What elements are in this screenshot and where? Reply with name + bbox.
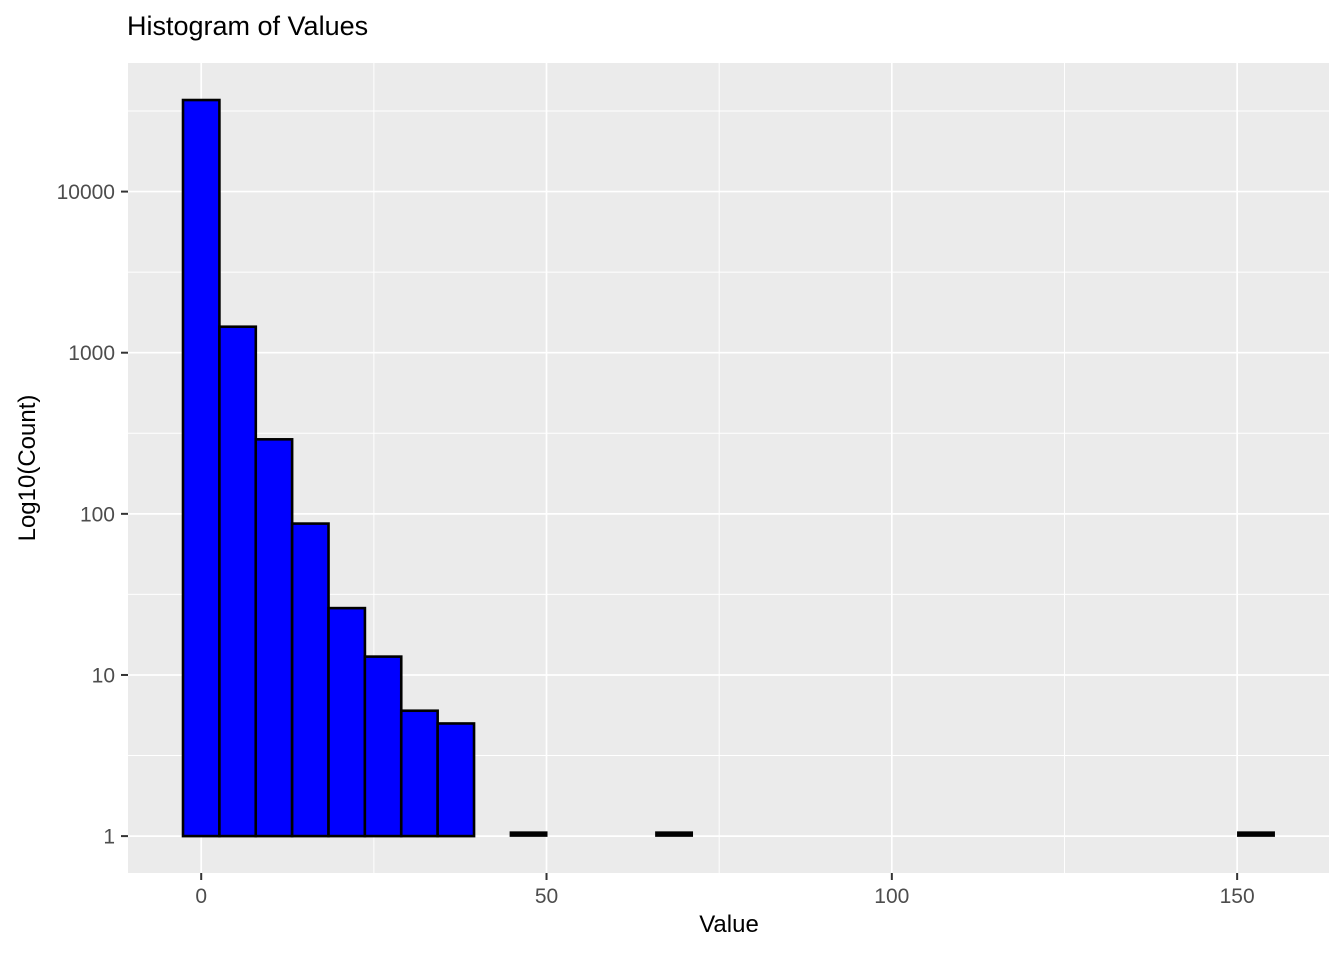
y-tick-label: 100	[80, 503, 115, 526]
histogram-bar-count1	[509, 831, 548, 837]
y-tick-label: 1000	[68, 342, 115, 365]
histogram-bar	[218, 325, 258, 838]
histogram-bar-count1	[1237, 831, 1275, 837]
histogram-bar	[254, 438, 294, 838]
histogram-bar-count1	[655, 831, 694, 837]
histogram-bar	[327, 606, 367, 838]
histogram-bar	[399, 709, 439, 838]
histogram-bar	[290, 522, 330, 838]
x-tick-label: 100	[874, 885, 909, 908]
histogram-bar	[436, 722, 476, 838]
y-tick-label: 10	[92, 664, 115, 687]
histogram-bar	[181, 98, 221, 838]
x-tick-label: 150	[1220, 885, 1255, 908]
x-tick-label: 0	[195, 885, 207, 908]
y-axis-title: Log10(Count)	[14, 394, 41, 542]
chart-title: Histogram of Values	[127, 11, 369, 41]
y-tick-label: 10000	[57, 181, 115, 204]
x-axis-title: Value	[699, 911, 759, 938]
y-tick-label: 1	[103, 826, 115, 849]
x-tick-label: 50	[535, 885, 558, 908]
histogram-bar	[363, 655, 403, 838]
